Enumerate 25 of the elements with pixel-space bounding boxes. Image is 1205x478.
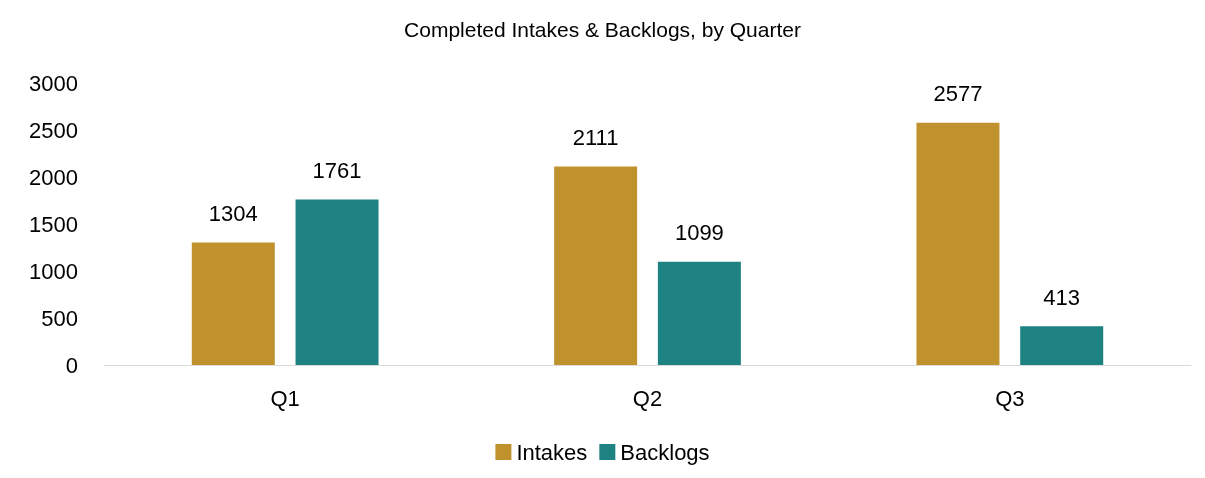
legend-label: Intakes bbox=[516, 439, 588, 465]
bar bbox=[916, 122, 1000, 365]
data-label: 2577 bbox=[933, 81, 983, 107]
legend-label: Backlogs bbox=[620, 439, 710, 465]
data-label: 1761 bbox=[312, 157, 362, 183]
data-label: 1099 bbox=[674, 220, 724, 246]
bar bbox=[554, 166, 638, 365]
bar bbox=[657, 261, 741, 365]
y-tick-label: 2000 bbox=[29, 164, 78, 190]
data-label: 2111 bbox=[572, 125, 619, 151]
y-tick-label: 3000 bbox=[29, 70, 78, 96]
chart-title: Completed Intakes & Backlogs, by Quarter bbox=[404, 18, 801, 41]
bar bbox=[191, 242, 275, 365]
y-tick-label: 0 bbox=[65, 352, 78, 378]
x-tick-label: Q2 bbox=[632, 385, 663, 411]
x-tick-label: Q3 bbox=[995, 385, 1025, 411]
y-tick-label: 1000 bbox=[29, 258, 78, 284]
bar bbox=[1020, 326, 1104, 365]
y-tick-label: 500 bbox=[41, 305, 78, 331]
bar bbox=[295, 199, 379, 365]
y-tick-label: 1500 bbox=[29, 211, 78, 237]
x-tick-label: Q1 bbox=[270, 385, 300, 411]
y-tick-label: 2500 bbox=[29, 117, 78, 143]
data-label: 413 bbox=[1043, 284, 1081, 310]
data-label: 1304 bbox=[208, 200, 258, 226]
